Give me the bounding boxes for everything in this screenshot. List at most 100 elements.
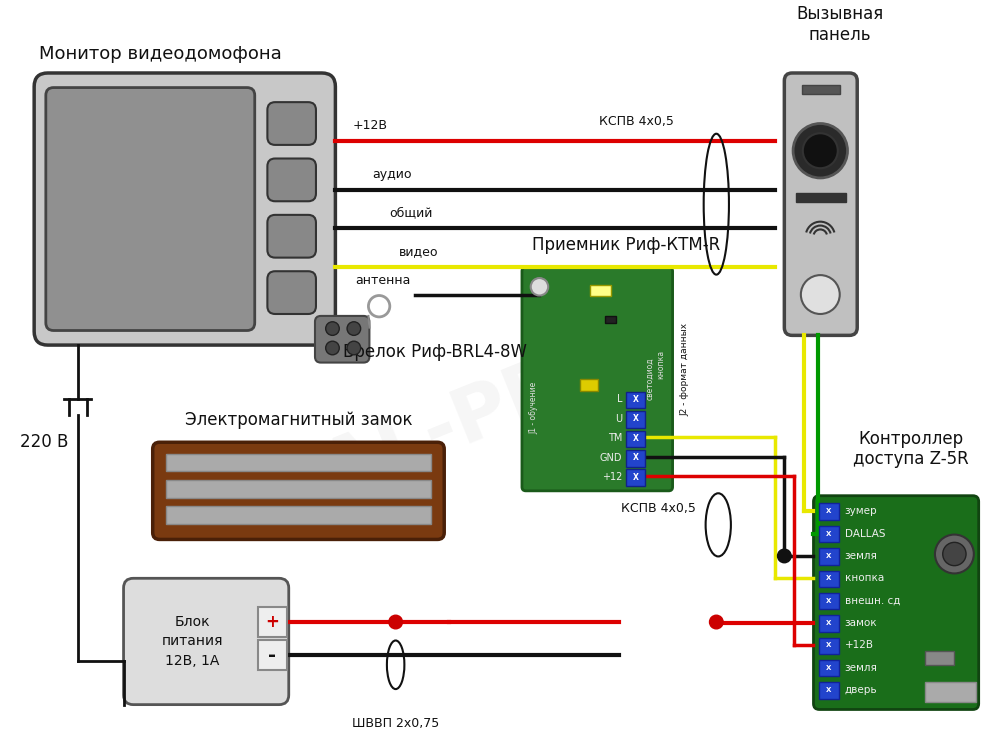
Text: общий: общий	[389, 207, 432, 220]
Bar	[626, 411, 645, 428]
Bar	[626, 392, 645, 408]
FancyBboxPatch shape	[46, 88, 255, 330]
Text: земля: земля	[845, 663, 877, 673]
Text: Приемник Риф-КТМ-R: Приемник Риф-КТМ-R	[532, 235, 720, 254]
Bar	[819, 682, 839, 699]
Text: +: +	[265, 613, 279, 631]
Text: КСПВ 4х0,5: КСПВ 4х0,5	[621, 502, 695, 515]
Text: Брелок Риф-BRL4-8W: Брелок Риф-BRL4-8W	[343, 343, 527, 361]
Bar	[819, 593, 839, 610]
Text: X: X	[826, 508, 832, 514]
Bar	[258, 607, 287, 637]
Text: внешн. сд: внешн. сд	[845, 596, 900, 606]
FancyBboxPatch shape	[267, 102, 316, 145]
Bar	[258, 640, 287, 670]
FancyBboxPatch shape	[124, 578, 289, 705]
Bar	[802, 85, 840, 94]
Text: U: U	[615, 414, 622, 424]
Text: -: -	[268, 645, 276, 664]
Text: зумер: зумер	[845, 507, 877, 516]
Text: L: L	[617, 395, 622, 404]
Text: X: X	[633, 473, 639, 482]
FancyBboxPatch shape	[34, 73, 335, 345]
FancyBboxPatch shape	[315, 316, 369, 363]
FancyBboxPatch shape	[153, 442, 444, 539]
Text: X: X	[826, 687, 832, 693]
Bar	[166, 480, 431, 498]
Text: X: X	[826, 575, 832, 581]
Text: светодиод: светодиод	[646, 358, 655, 401]
Bar	[819, 526, 839, 542]
FancyBboxPatch shape	[813, 496, 979, 710]
Circle shape	[943, 542, 966, 566]
Text: аудио: аудио	[372, 168, 412, 181]
Circle shape	[793, 124, 847, 178]
Text: Монитор видеодомофона: Монитор видеодомофона	[39, 45, 282, 64]
Circle shape	[710, 616, 723, 629]
Circle shape	[347, 341, 361, 355]
Text: +12В: +12В	[845, 640, 874, 651]
Text: КСПВ 4х0,5: КСПВ 4х0,5	[599, 115, 674, 128]
Bar	[819, 570, 839, 587]
Bar	[819, 660, 839, 676]
Bar	[925, 682, 976, 702]
Text: X: X	[826, 531, 832, 537]
Text: HAL-PRO: HAL-PRO	[253, 322, 636, 534]
Text: X: X	[633, 453, 639, 462]
Text: X: X	[633, 434, 639, 443]
FancyBboxPatch shape	[267, 215, 316, 257]
Bar	[819, 616, 839, 632]
FancyBboxPatch shape	[522, 268, 673, 491]
Text: 220 В: 220 В	[20, 433, 68, 451]
Text: J2 - формат данных: J2 - формат данных	[680, 323, 689, 416]
Circle shape	[326, 341, 339, 355]
Text: ШВВП 2х0,75: ШВВП 2х0,75	[352, 716, 439, 730]
Text: X: X	[826, 598, 832, 604]
Text: Блок
питания
12В, 1А: Блок питания 12В, 1А	[162, 615, 223, 668]
Text: X: X	[826, 620, 832, 626]
Bar	[590, 285, 611, 297]
Bar	[605, 316, 616, 322]
Bar	[626, 431, 645, 447]
Bar	[819, 637, 839, 654]
FancyBboxPatch shape	[267, 159, 316, 201]
Circle shape	[803, 133, 838, 168]
Bar	[166, 507, 431, 524]
Text: GND: GND	[600, 452, 622, 463]
Text: DALLAS: DALLAS	[845, 529, 885, 539]
Circle shape	[326, 322, 339, 336]
Bar	[626, 469, 645, 486]
Circle shape	[389, 616, 402, 629]
Text: Электромагнитный замок: Электромагнитный замок	[185, 411, 412, 428]
Text: X: X	[826, 664, 832, 671]
Circle shape	[801, 275, 840, 314]
Circle shape	[778, 549, 791, 563]
Text: +12: +12	[602, 472, 622, 482]
Bar	[819, 548, 839, 564]
Text: X: X	[826, 553, 832, 559]
Text: дверь: дверь	[845, 685, 877, 695]
Text: +12В: +12В	[353, 119, 388, 132]
Circle shape	[347, 322, 361, 336]
Text: видео: видео	[399, 246, 438, 259]
Bar	[626, 450, 645, 466]
Bar	[925, 651, 954, 664]
Text: X: X	[633, 395, 639, 404]
Text: J1 - обучение: J1 - обучение	[529, 382, 538, 434]
Text: земля: земля	[845, 551, 877, 561]
Bar	[796, 194, 846, 202]
Text: X: X	[633, 414, 639, 423]
Bar	[166, 454, 431, 471]
Bar	[819, 504, 839, 520]
FancyBboxPatch shape	[784, 73, 857, 336]
Text: кнопка: кнопка	[656, 350, 665, 379]
Bar	[580, 379, 598, 391]
Text: Контроллер
доступа Z-5R: Контроллер доступа Z-5R	[853, 430, 969, 469]
Text: TM: TM	[608, 433, 622, 444]
Text: Вызывная
панель: Вызывная панель	[796, 5, 883, 44]
Text: замок: замок	[845, 618, 877, 628]
Text: антенна: антенна	[355, 274, 410, 287]
Text: X: X	[826, 643, 832, 648]
Circle shape	[531, 278, 548, 295]
FancyBboxPatch shape	[267, 271, 316, 314]
